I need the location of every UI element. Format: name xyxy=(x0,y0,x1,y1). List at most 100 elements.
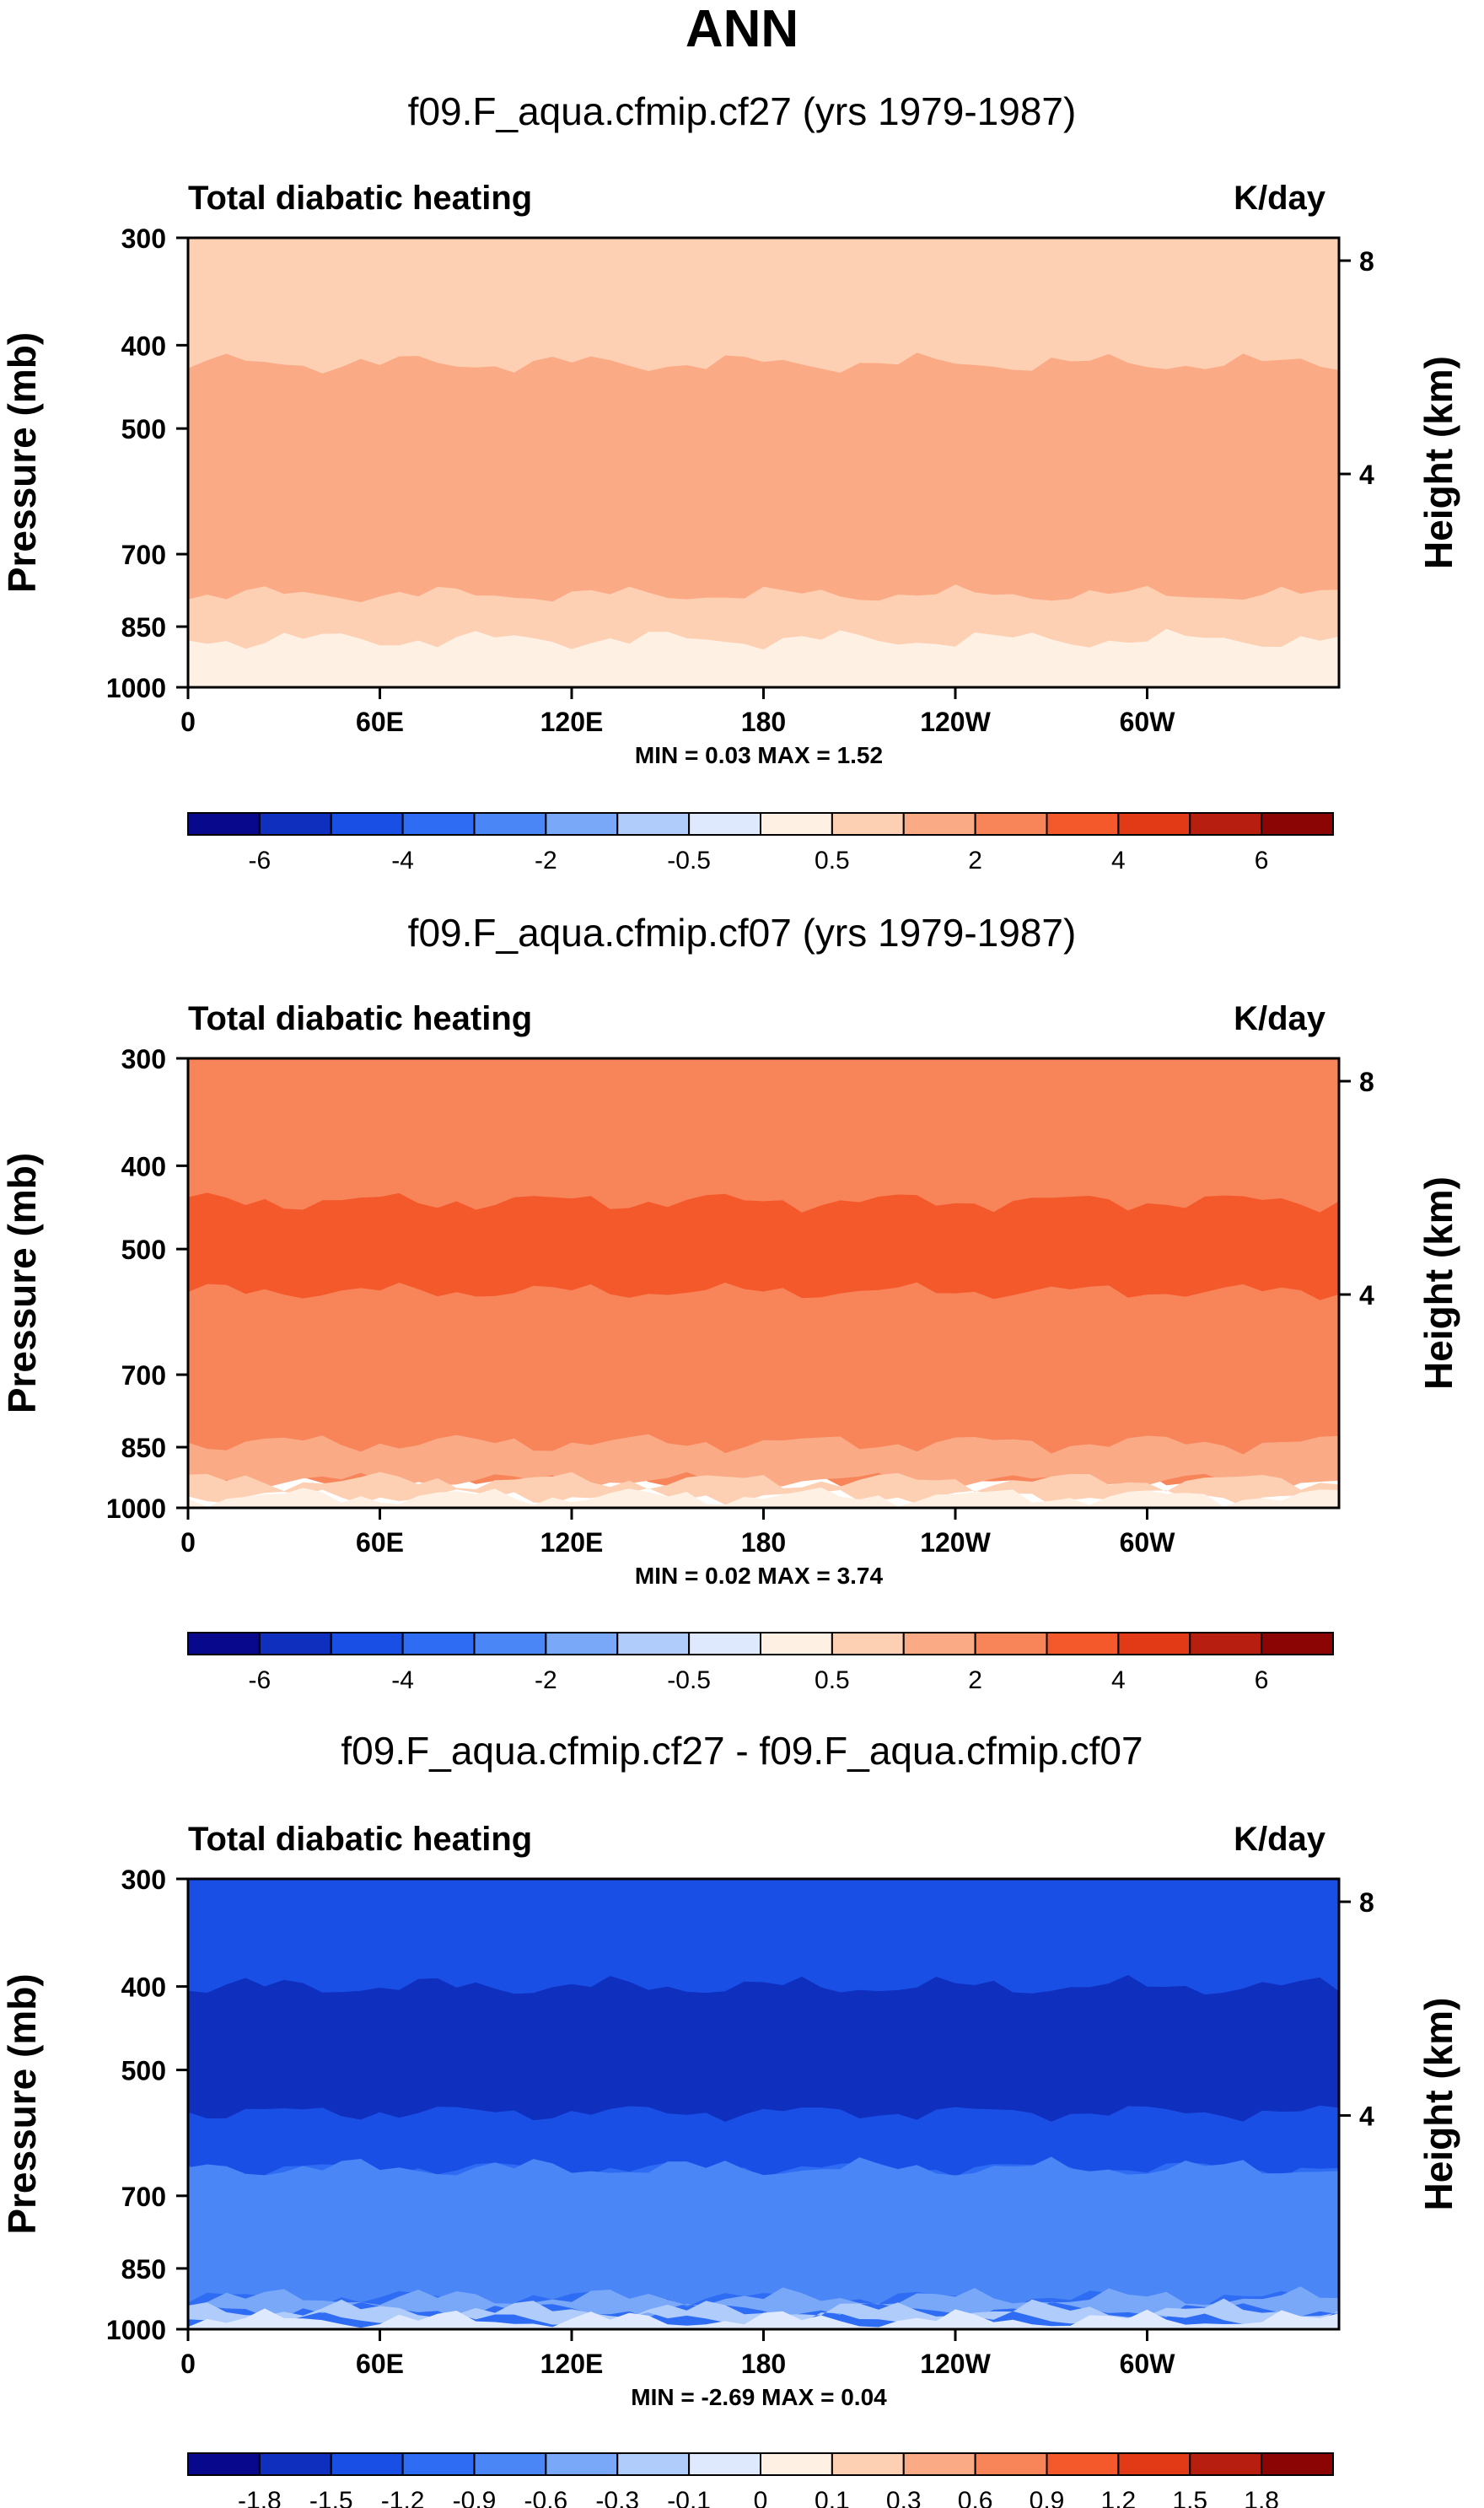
x-tick-label: 60E xyxy=(356,707,404,737)
y-tick-label: 400 xyxy=(121,331,166,361)
colorbar-label: 1.2 xyxy=(1101,2487,1137,2508)
colorbar-box xyxy=(258,2452,332,2476)
y-axis-label: Pressure (mb) xyxy=(0,1153,44,1413)
colorbar-label: -0.3 xyxy=(595,2487,639,2508)
y-tick-label: 850 xyxy=(121,2254,166,2285)
colorbar-box xyxy=(688,1632,761,1655)
colorbar-box xyxy=(1117,812,1191,836)
colorbar-box xyxy=(688,2452,761,2476)
colorbar-label: -6 xyxy=(249,1666,272,1694)
y2-axis-label: Height (km) xyxy=(1417,1998,1460,2211)
y-tick-label: 700 xyxy=(121,1360,166,1391)
contour-level-1 xyxy=(188,1472,1339,1507)
colorbar-label: 1.5 xyxy=(1172,2487,1207,2508)
colorbar-box xyxy=(1261,2452,1334,2476)
colorbar-label: -1.2 xyxy=(381,2487,425,2508)
y-tick-label: 400 xyxy=(121,1972,166,2003)
x-tick-label: 120E xyxy=(540,1527,604,1558)
height-tick-label: 8 xyxy=(1359,1067,1374,1097)
x-tick-label: 60E xyxy=(356,1527,404,1558)
x-tick-label: 60W xyxy=(1120,1527,1176,1558)
colorbar-box xyxy=(401,1632,476,1655)
panel-left-label: Total diabatic heating xyxy=(188,1821,532,1858)
colorbar-box xyxy=(330,1632,404,1655)
x-tick-label: 120W xyxy=(920,1527,991,1558)
colorbar-label: -0.5 xyxy=(667,1666,711,1694)
x-tick-label: 0 xyxy=(180,1527,196,1558)
colorbar-label: 0.1 xyxy=(815,2487,850,2508)
panel-units-label: K/day xyxy=(1234,1821,1326,1858)
colorbar-label: -6 xyxy=(249,847,272,875)
panel-p3: f09.F_aqua.cfmip.cf27 - f09.F_aqua.cfmip… xyxy=(0,1729,1460,2508)
colorbar-box xyxy=(187,812,261,836)
colorbar-label: 0 xyxy=(754,2487,768,2508)
colorbar-label: 6 xyxy=(1255,847,1269,875)
colorbar-box xyxy=(760,812,833,836)
min-max-label: MIN = -2.69 MAX = 0.04 xyxy=(631,2384,887,2410)
panel-units-label: K/day xyxy=(1234,1000,1326,1037)
panel-subtitle: f09.F_aqua.cfmip.cf07 (yrs 1979-1987) xyxy=(408,911,1077,955)
colorbar-box xyxy=(760,1632,833,1655)
colorbar-box xyxy=(1189,2452,1263,2476)
height-tick-label: 4 xyxy=(1359,1280,1374,1311)
colorbar-label: -0.6 xyxy=(524,2487,568,2508)
panel-subtitle: f09.F_aqua.cfmip.cf27 - f09.F_aqua.cfmip… xyxy=(341,1729,1143,1773)
colorbar-label: -2 xyxy=(535,847,557,875)
panel-left-label: Total diabatic heating xyxy=(188,1000,532,1037)
height-tick-label: 8 xyxy=(1359,246,1374,277)
colorbar-box xyxy=(1189,1632,1263,1655)
colorbar-label: -1.5 xyxy=(309,2487,353,2508)
contour-level-3 xyxy=(188,2156,1339,2308)
colorbar-label: -4 xyxy=(391,1666,414,1694)
colorbar-label: 0.5 xyxy=(815,1666,850,1694)
colorbar-label: 1.8 xyxy=(1244,2487,1279,2508)
colorbar-box xyxy=(330,812,404,836)
colorbar-box xyxy=(974,812,1048,836)
y-tick-label: 500 xyxy=(121,2056,166,2086)
contour-level-2 xyxy=(188,1434,1339,1491)
y-axis-label: Pressure (mb) xyxy=(0,1973,44,2234)
y-tick-label: 300 xyxy=(121,1044,166,1074)
colorbar-box xyxy=(902,1632,976,1655)
y-tick-label: 1000 xyxy=(106,1493,166,1524)
panel-left-label: Total diabatic heating xyxy=(188,180,532,217)
colorbar-label: -0.5 xyxy=(667,847,711,875)
colorbar-box xyxy=(545,1632,619,1655)
contour-fill xyxy=(188,238,1339,687)
contour-level-6 xyxy=(188,2308,1339,2329)
panel-p1: f09.F_aqua.cfmip.cf27 (yrs 1979-1987) Tot… xyxy=(0,89,1460,875)
y-tick-label: 300 xyxy=(121,1865,166,1895)
height-tick-label: 4 xyxy=(1359,460,1374,490)
colorbar-label: -2 xyxy=(535,1666,557,1694)
y2-axis-label: Height (km) xyxy=(1417,1176,1460,1390)
y-tick-label: 300 xyxy=(121,223,166,254)
colorbar-label: 0.9 xyxy=(1030,2487,1065,2508)
colorbar-box xyxy=(688,812,761,836)
x-tick-label: 60W xyxy=(1120,707,1176,737)
colorbar-box xyxy=(974,1632,1048,1655)
contour-fill xyxy=(188,1879,1339,2329)
colorbar-label: 0.5 xyxy=(815,847,850,875)
min-max-label: MIN = 0.02 MAX = 3.74 xyxy=(635,1563,884,1589)
panel-units-label: K/day xyxy=(1234,180,1326,217)
colorbar-label: -0.9 xyxy=(453,2487,497,2508)
y-tick-label: 700 xyxy=(121,2182,166,2212)
x-tick-label: 60W xyxy=(1120,2349,1176,2379)
min-max-label: MIN = 0.03 MAX = 1.52 xyxy=(635,742,883,768)
colorbar-box xyxy=(902,812,976,836)
y-tick-label: 700 xyxy=(121,540,166,570)
colorbar-box xyxy=(1117,1632,1191,1655)
y-tick-label: 850 xyxy=(121,1433,166,1463)
colorbar-label: 6 xyxy=(1255,1666,1269,1694)
contour-fill xyxy=(188,1058,1339,1508)
contour-level-0 xyxy=(188,628,1339,687)
y-tick-label: 850 xyxy=(121,612,166,643)
y-tick-label: 500 xyxy=(121,1235,166,1265)
x-tick-label: 60E xyxy=(356,2349,404,2379)
contour-level-0 xyxy=(188,1975,1339,2122)
colorbar-label: -1.8 xyxy=(238,2487,282,2508)
colorbar-box xyxy=(545,812,619,836)
colorbar-box xyxy=(616,2452,691,2476)
colorbar-box xyxy=(258,1632,332,1655)
